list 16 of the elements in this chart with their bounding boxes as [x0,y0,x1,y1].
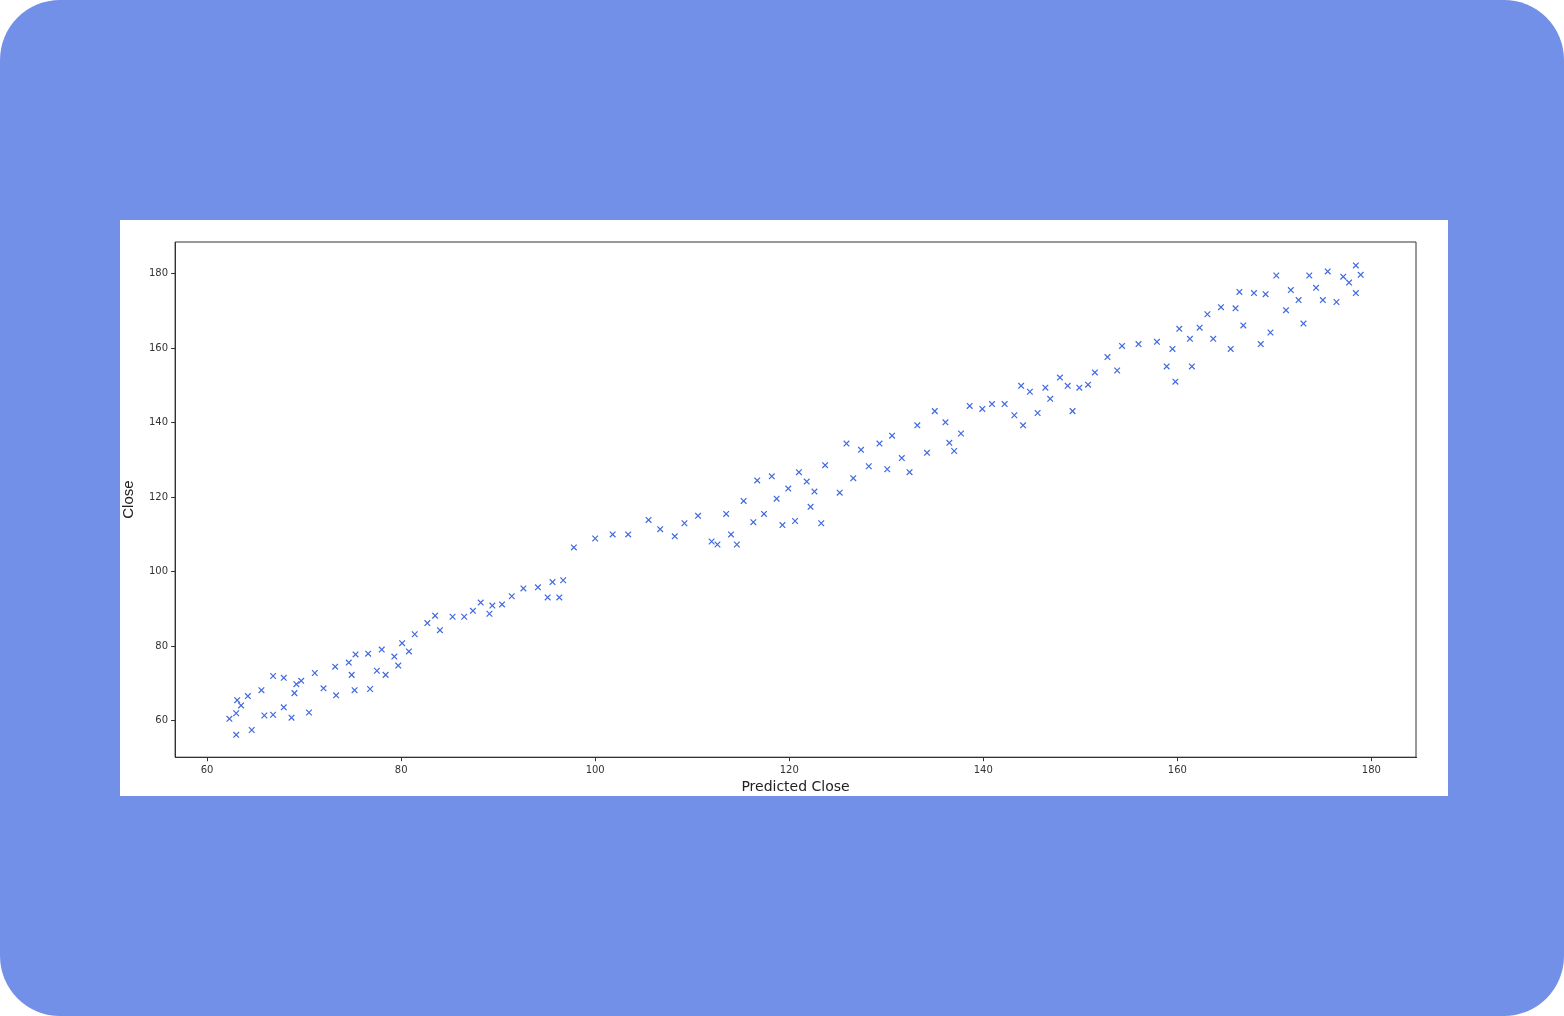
y-tick-label: 120 [148,490,169,502]
x-tick-label: 140 [973,763,993,775]
x-tick-label: 120 [779,763,799,775]
x-axis-title: Predicted Close [741,778,850,795]
x-tick-label: 80 [394,763,408,775]
y-tick-label: 180 [148,267,169,279]
x-tick-label: 100 [585,763,605,775]
x-tick-label: 60 [200,763,214,775]
x-tick-label: 160 [1167,763,1187,775]
y-tick-label: 80 [155,639,169,651]
y-tick-label: 100 [148,565,169,577]
y-axis-title: Close [119,480,137,519]
y-tick-label: 60 [155,714,169,726]
x-tick-label: 180 [1361,763,1381,775]
y-tick-label: 140 [148,416,169,428]
y-tick-label: 160 [148,341,169,353]
